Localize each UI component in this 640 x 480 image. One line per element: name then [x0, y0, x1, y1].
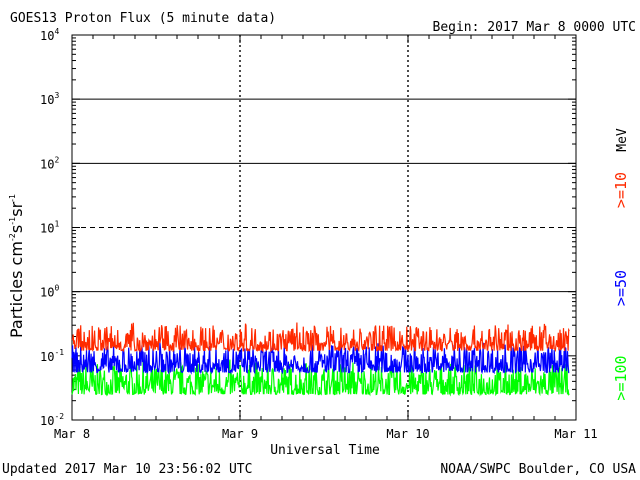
- chart-title: GOES13 Proton Flux (5 minute data): [10, 11, 276, 26]
- updated-timestamp: Updated 2017 Mar 10 23:56:02 UTC: [2, 462, 252, 477]
- series-line: [71, 359, 570, 397]
- y-tick-label: 101: [40, 220, 59, 236]
- y-axis-label-main: Particles cm: [7, 241, 26, 338]
- source-credit: NOAA/SWPC Boulder, CO USA: [440, 462, 636, 477]
- y-axis-label: Particles cm-2s-1sr-1: [7, 194, 26, 338]
- y-axis-label-sr: sr: [7, 201, 26, 216]
- y-tick-label: 102: [40, 155, 59, 171]
- legend-unit-mev: MeV: [615, 128, 630, 152]
- y-tick-label: 104: [40, 27, 59, 43]
- y-axis-label-exp3: -1: [8, 194, 17, 202]
- x-axis-label: Universal Time: [270, 443, 380, 458]
- y-tick-label: 10-1: [40, 348, 64, 364]
- y-axis-label-exp1: -2: [8, 233, 17, 241]
- legend-series-100: >=100: [612, 355, 630, 400]
- x-tick-labels: Mar 8 Mar 9 Mar 10 Mar 11: [54, 427, 598, 441]
- series-layer: [71, 322, 570, 397]
- legend-series-10: >=10: [612, 172, 630, 208]
- y-tick-labels: 104 103 102 101 100 10-1 10-2: [40, 27, 64, 428]
- series-line: [71, 322, 570, 353]
- series-line: [71, 342, 570, 375]
- begin-label: Begin: 2017 Mar 8 0000 UTC: [433, 20, 637, 35]
- x-tick-label: Mar 8: [54, 427, 90, 441]
- legend-series-50: >=50: [612, 270, 630, 306]
- x-tick-label: Mar 9: [222, 427, 258, 441]
- x-tick-label: Mar 10: [386, 427, 429, 441]
- x-tick-label: Mar 11: [554, 427, 597, 441]
- y-axis-label-s: s: [7, 225, 26, 233]
- y-tick-label: 103: [40, 91, 59, 107]
- y-axis-label-exp2: -1: [8, 217, 17, 225]
- y-tick-label: 100: [40, 284, 59, 300]
- y-tick-label: 10-2: [40, 412, 64, 428]
